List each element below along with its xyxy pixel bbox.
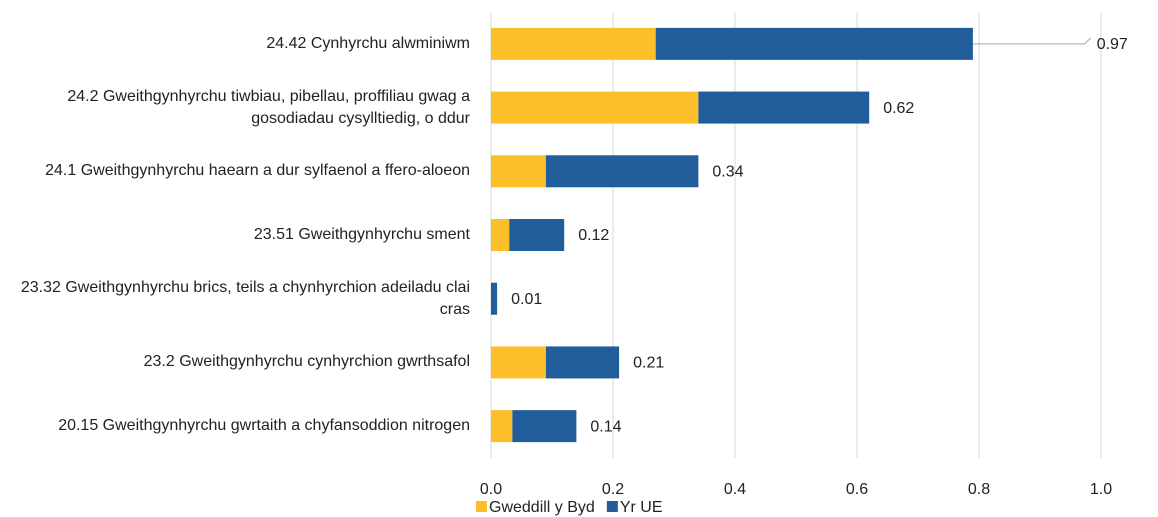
data-label: 0.14 bbox=[590, 418, 621, 435]
legend-label: Gweddill y Byd bbox=[489, 499, 595, 516]
y-tick-label: 23.51 Gweithgynhyrchu sment bbox=[253, 226, 470, 243]
y-tick-label: 24.1 Gweithgynhyrchu haearn a dur sylfae… bbox=[45, 162, 470, 180]
bar-segment bbox=[698, 91, 870, 124]
x-tick-label: 0.8 bbox=[968, 481, 990, 498]
bar-segment bbox=[655, 27, 973, 60]
y-tick-label: 24.2 Gweithgynhyrchu tiwbiau, pibellau, … bbox=[67, 87, 470, 127]
x-tick-label: 0.0 bbox=[480, 481, 502, 498]
bar-segment bbox=[491, 91, 699, 124]
data-label: 0.62 bbox=[883, 100, 914, 117]
data-label: 0.97 bbox=[1097, 36, 1128, 53]
bar-segment bbox=[512, 410, 577, 443]
bar-segment bbox=[491, 27, 656, 60]
bar-segment bbox=[491, 346, 546, 379]
x-tick-label: 0.2 bbox=[602, 481, 624, 498]
bar-segment bbox=[545, 346, 620, 379]
bar-segment bbox=[491, 155, 546, 188]
y-tick-label: 23.2 Gweithgynhyrchu cynhyrchion gwrthsa… bbox=[143, 353, 470, 371]
bar-segment bbox=[491, 219, 510, 251]
bar-segment bbox=[491, 410, 513, 443]
legend-swatch bbox=[606, 501, 618, 512]
x-tick-label: 0.4 bbox=[724, 481, 746, 498]
y-tick-label: 24.42 Cynhyrchu alwminiwm bbox=[266, 34, 470, 52]
y-tick-label: 20.15 Gweithgynhyrchu gwrtaith a chyfans… bbox=[58, 417, 470, 435]
legend-swatch bbox=[476, 501, 487, 512]
leader-line bbox=[972, 37, 1092, 45]
bar-segment bbox=[545, 155, 699, 188]
x-tick-label: 0.6 bbox=[846, 481, 868, 498]
data-label: 0.34 bbox=[712, 164, 743, 181]
y-tick-label: 23.32 Gweithgynhyrchu brics, teils a chy… bbox=[20, 278, 470, 318]
x-tick-label: 1.0 bbox=[1090, 481, 1112, 498]
legend-label: Yr UE bbox=[620, 499, 663, 516]
data-label: 0.01 bbox=[511, 291, 542, 308]
bar-segment bbox=[509, 219, 565, 251]
data-label: 0.12 bbox=[578, 227, 609, 244]
data-label: 0.21 bbox=[633, 355, 664, 372]
bar-segment bbox=[491, 282, 498, 315]
